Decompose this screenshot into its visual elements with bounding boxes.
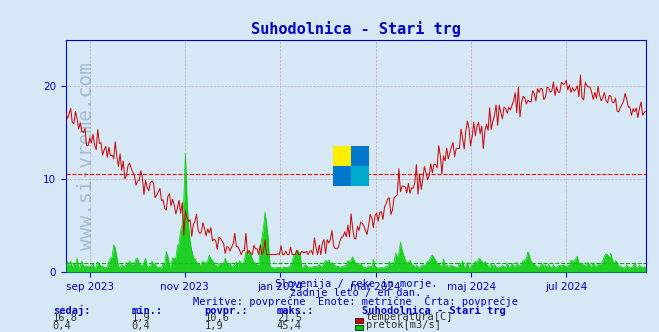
Text: Slovenija / reke in morje.: Slovenija / reke in morje.	[275, 279, 437, 289]
Title: Suhodolnica - Stari trg: Suhodolnica - Stari trg	[251, 21, 461, 37]
Text: 10,6: 10,6	[204, 313, 229, 323]
Text: pretok[m3/s]: pretok[m3/s]	[366, 320, 441, 330]
Bar	[351, 166, 369, 186]
Text: 1,9: 1,9	[132, 313, 150, 323]
Text: 21,5: 21,5	[277, 313, 302, 323]
Text: www.si-vreme.com: www.si-vreme.com	[78, 62, 96, 250]
Bar	[333, 166, 351, 186]
Text: maks.:: maks.:	[277, 306, 314, 316]
Text: 16,8: 16,8	[53, 313, 78, 323]
Text: Meritve: povprečne  Enote: metrične  Črta: povprečje: Meritve: povprečne Enote: metrične Črta:…	[193, 295, 519, 307]
Text: 0,4: 0,4	[132, 321, 150, 331]
Bar	[333, 146, 351, 166]
Text: sedaj:: sedaj:	[53, 305, 90, 316]
Bar	[351, 146, 369, 166]
Text: temperatura[C]: temperatura[C]	[366, 312, 453, 322]
Text: min.:: min.:	[132, 306, 163, 316]
Text: 0,4: 0,4	[53, 321, 71, 331]
Text: povpr.:: povpr.:	[204, 306, 248, 316]
Text: Suhodolnica - Stari trg: Suhodolnica - Stari trg	[362, 306, 506, 316]
Text: 45,4: 45,4	[277, 321, 302, 331]
Text: zadnje leto / en dan.: zadnje leto / en dan.	[290, 288, 422, 298]
Text: 1,9: 1,9	[204, 321, 223, 331]
